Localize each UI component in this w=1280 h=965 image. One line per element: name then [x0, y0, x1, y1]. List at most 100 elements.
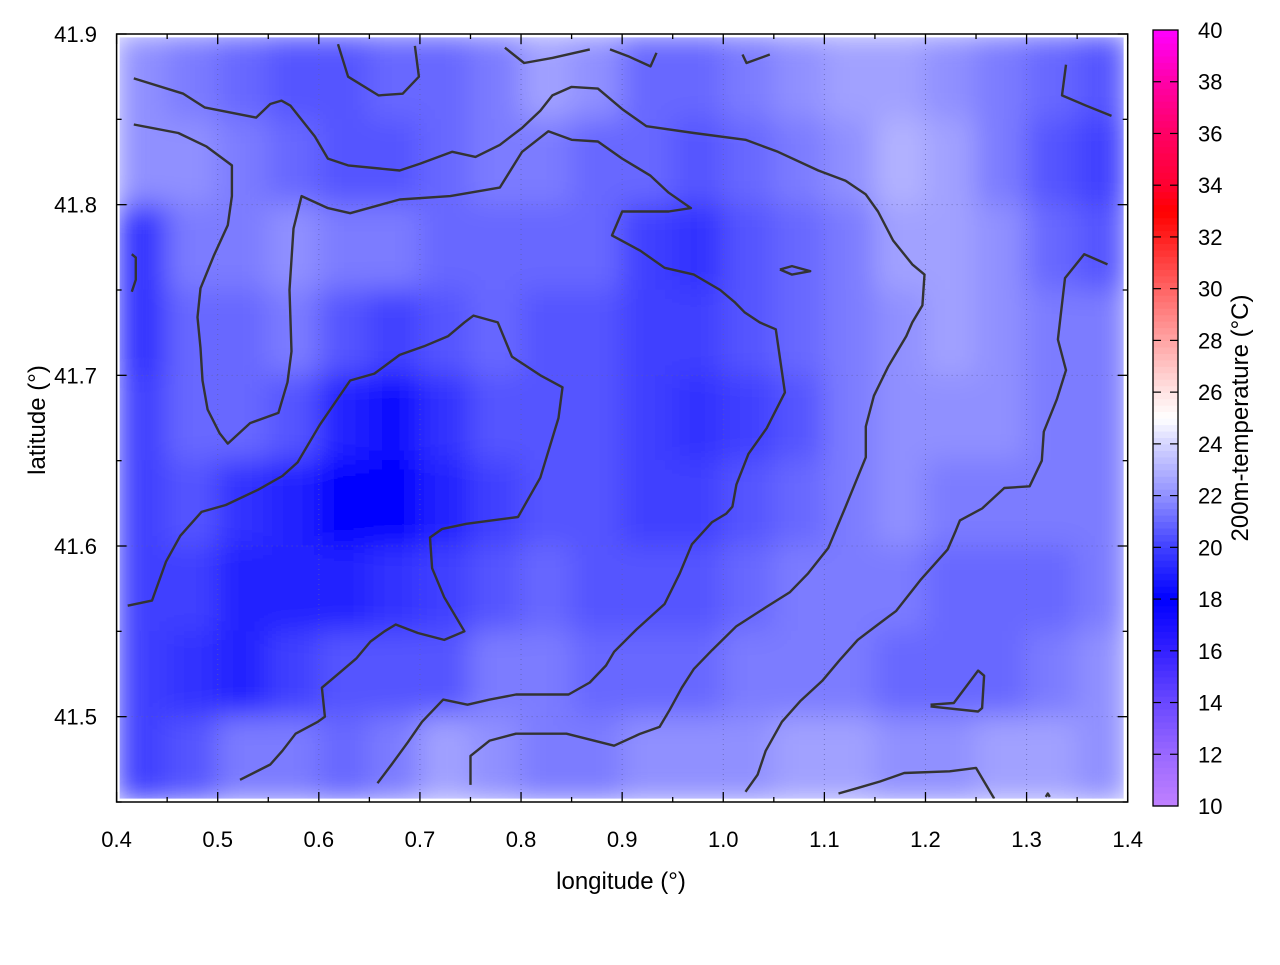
- colorbar-segment: [1153, 30, 1178, 38]
- contour-line: [130, 253, 138, 293]
- heatmap-cell: [318, 630, 370, 718]
- heatmap-cell: [520, 630, 573, 718]
- heatmap-cell: [1026, 630, 1078, 718]
- colorbar-segment: [1153, 676, 1178, 684]
- heatmap-cell: [1076, 716, 1124, 799]
- colorbar: [1152, 29, 1179, 807]
- colorbar-segment: [1153, 786, 1178, 794]
- heatmap-cell: [1026, 37, 1078, 120]
- axis-ticks: [115, 33, 1129, 803]
- colorbar-segment: [1153, 560, 1178, 568]
- colorbar-segment: [1153, 217, 1178, 225]
- heatmap-cell: [368, 37, 421, 120]
- heatmap-cell: [267, 374, 320, 462]
- heatmap-cell: [368, 289, 421, 376]
- colorbar-frame: [1152, 29, 1179, 807]
- colorbar-segment: [1153, 340, 1178, 348]
- heatmap-cell: [166, 545, 219, 632]
- heatmap-cell: [975, 716, 1028, 799]
- heatmap-cell: [267, 289, 320, 376]
- heatmap-cell: [267, 204, 320, 291]
- heatmap-cell: [773, 204, 825, 291]
- heatmap-cell: [975, 545, 1028, 632]
- colorbar-tick-label: 30: [1198, 277, 1222, 302]
- colorbar-segment: [1153, 605, 1178, 613]
- heatmap-cell: [267, 118, 320, 206]
- heatmap-cell: [722, 204, 775, 291]
- colorbar-segment: [1153, 741, 1178, 749]
- colorbar-segment: [1153, 515, 1178, 523]
- heatmap-cell: [368, 630, 421, 718]
- heatmap-cell: [217, 630, 269, 718]
- heatmap-cell: [166, 289, 219, 376]
- heatmap-cell: [318, 545, 370, 632]
- contour-line: [744, 252, 1108, 793]
- heatmap-cell: [874, 118, 926, 206]
- heatmap-cell: [368, 716, 421, 799]
- colorbar-segment: [1153, 49, 1178, 57]
- heatmap-cell: [924, 204, 977, 291]
- colorbar-segment: [1153, 269, 1178, 277]
- heatmap-cells: [119, 37, 1124, 799]
- heatmap-cell: [672, 545, 724, 632]
- heatmap-cell: [318, 204, 370, 291]
- heatmap-cell: [722, 630, 775, 718]
- heatmap-cell: [419, 460, 471, 547]
- heatmap-cell: [267, 460, 320, 547]
- heatmap-cell: [773, 37, 825, 120]
- colorbar-segment: [1153, 663, 1178, 671]
- heatmap-cell: [217, 460, 269, 547]
- x-tick-label: 1.4: [1112, 827, 1143, 852]
- colorbar-segment: [1153, 94, 1178, 102]
- heatmap-cell: [924, 374, 977, 462]
- heatmap-cell: [368, 374, 421, 462]
- heatmap-cell: [318, 716, 370, 799]
- heatmap-cell: [166, 630, 219, 718]
- x-tick-label: 0.8: [506, 827, 537, 852]
- heatmap-cell: [1026, 545, 1078, 632]
- colorbar-segment: [1153, 728, 1178, 736]
- colorbar-segment: [1153, 372, 1178, 380]
- heatmap-cell: [672, 630, 724, 718]
- contour-line: [336, 43, 421, 97]
- colorbar-segment: [1153, 107, 1178, 115]
- heatmap-cell: [217, 204, 269, 291]
- heatmap-cell: [621, 374, 674, 462]
- contour-lines: [127, 43, 1112, 799]
- colorbar-segment: [1153, 204, 1178, 212]
- heatmap-cell: [217, 118, 269, 206]
- colorbar-segment: [1153, 702, 1178, 710]
- heatmap-cell: [621, 37, 674, 120]
- heatmap-cell: [166, 716, 219, 799]
- heatmap-cell: [823, 630, 876, 718]
- colorbar-segment: [1153, 152, 1178, 160]
- contour-line: [779, 264, 812, 276]
- heatmap-cell: [520, 37, 573, 120]
- heatmap-cell: [119, 716, 168, 799]
- colorbar-segment: [1153, 262, 1178, 270]
- heatmap-cell: [419, 204, 471, 291]
- heatmap-cell: [166, 460, 219, 547]
- colorbar-segment: [1153, 405, 1178, 413]
- colorbar-segment: [1153, 333, 1178, 341]
- x-tick-label: 1.1: [809, 827, 840, 852]
- x-tick-label: 0.9: [607, 827, 638, 852]
- heatmap-cell: [722, 118, 775, 206]
- heatmap-cell: [469, 545, 522, 632]
- colorbar-tick-label: 24: [1198, 432, 1222, 457]
- colorbar-segment: [1153, 172, 1178, 180]
- colorbar-segment: [1153, 502, 1178, 510]
- heatmap-cell: [975, 289, 1028, 376]
- heatmap-cell: [924, 289, 977, 376]
- colorbar-segment: [1153, 308, 1178, 316]
- heatmap-cell: [722, 374, 775, 462]
- colorbar-segment: [1153, 418, 1178, 426]
- colorbar-segment: [1153, 139, 1178, 147]
- colorbar-segment: [1153, 721, 1178, 729]
- heatmap-cell: [773, 716, 825, 799]
- colorbar-segment: [1153, 670, 1178, 678]
- heatmap-cell: [621, 118, 674, 206]
- colorbar-segment: [1153, 185, 1178, 193]
- colorbar-segment: [1153, 127, 1178, 135]
- y-tick-label: 41.5: [54, 705, 97, 730]
